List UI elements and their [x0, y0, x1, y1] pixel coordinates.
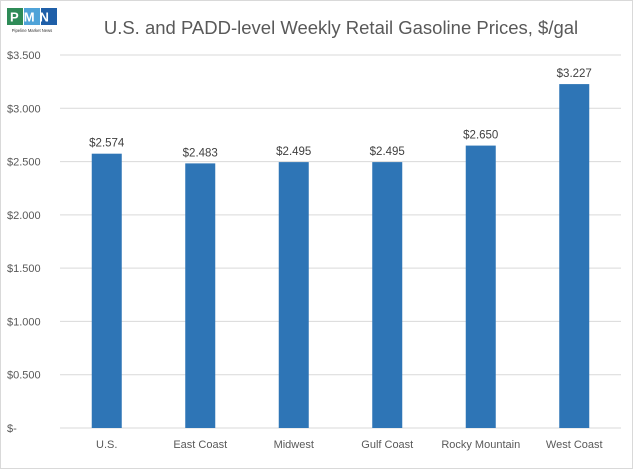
pmn-logo: PMN Pipeline Market News [5, 6, 59, 36]
data-label: $2.574 [89, 138, 125, 150]
bar [372, 162, 403, 428]
logo-tagline: Pipeline Market News [12, 28, 53, 33]
logo-letters: PMN [10, 10, 54, 25]
data-label: $2.650 [463, 130, 498, 142]
bar [185, 163, 216, 428]
y-tick-label: $3.000 [7, 103, 41, 115]
chart-title: U.S. and PADD-level Weekly Retail Gasoli… [103, 17, 579, 38]
x-tick-label: Midwest [274, 439, 314, 451]
x-tick-label: East Coast [173, 439, 227, 451]
x-tick-label: Rocky Mountain [441, 439, 520, 451]
x-tick-label: West Coast [546, 439, 603, 451]
y-tick-label: $2.500 [7, 157, 41, 169]
x-tick-label: U.S. [96, 439, 117, 451]
y-tick-label: $- [7, 423, 17, 435]
bar [559, 84, 590, 429]
y-tick-label: $1.500 [7, 263, 41, 275]
x-tick-label: Gulf Coast [361, 439, 413, 451]
data-label: $2.495 [370, 146, 405, 158]
data-label: $3.227 [557, 68, 592, 80]
y-tick-label: $3.500 [7, 50, 41, 62]
y-tick-label: $2.000 [7, 210, 41, 222]
bar [91, 153, 122, 428]
y-tick-label: $1.000 [7, 316, 41, 328]
bar [278, 162, 309, 428]
data-label: $2.495 [276, 146, 311, 158]
bar [465, 145, 496, 429]
data-label: $2.483 [183, 147, 218, 159]
y-tick-label: $0.500 [7, 370, 41, 382]
